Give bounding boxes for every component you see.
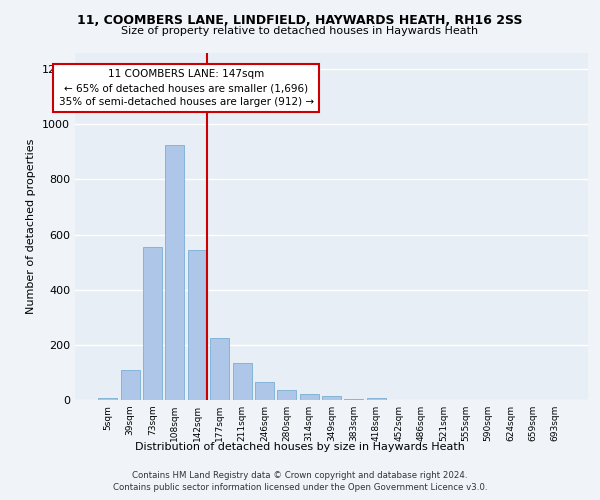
Bar xyxy=(121,370,140,400)
Bar xyxy=(166,145,184,400)
Text: 11 COOMBERS LANE: 147sqm
← 65% of detached houses are smaller (1,696)
35% of sem: 11 COOMBERS LANE: 147sqm ← 65% of detach… xyxy=(59,69,314,107)
Bar xyxy=(367,398,386,400)
Bar xyxy=(277,390,296,400)
Text: 11, COOMBERS LANE, LINDFIELD, HAYWARDS HEATH, RH16 2SS: 11, COOMBERS LANE, LINDFIELD, HAYWARDS H… xyxy=(77,14,523,27)
Bar xyxy=(210,338,229,400)
Text: Size of property relative to detached houses in Haywards Heath: Size of property relative to detached ho… xyxy=(121,26,479,36)
Text: Contains HM Land Registry data © Crown copyright and database right 2024.
Contai: Contains HM Land Registry data © Crown c… xyxy=(113,471,487,492)
Bar xyxy=(188,250,207,400)
Bar xyxy=(98,398,118,400)
Bar xyxy=(233,363,251,400)
Y-axis label: Number of detached properties: Number of detached properties xyxy=(26,138,37,314)
Text: Distribution of detached houses by size in Haywards Heath: Distribution of detached houses by size … xyxy=(135,442,465,452)
Bar xyxy=(299,394,319,400)
Bar xyxy=(143,247,162,400)
Bar xyxy=(322,396,341,400)
Bar xyxy=(344,398,364,400)
Bar xyxy=(255,382,274,400)
